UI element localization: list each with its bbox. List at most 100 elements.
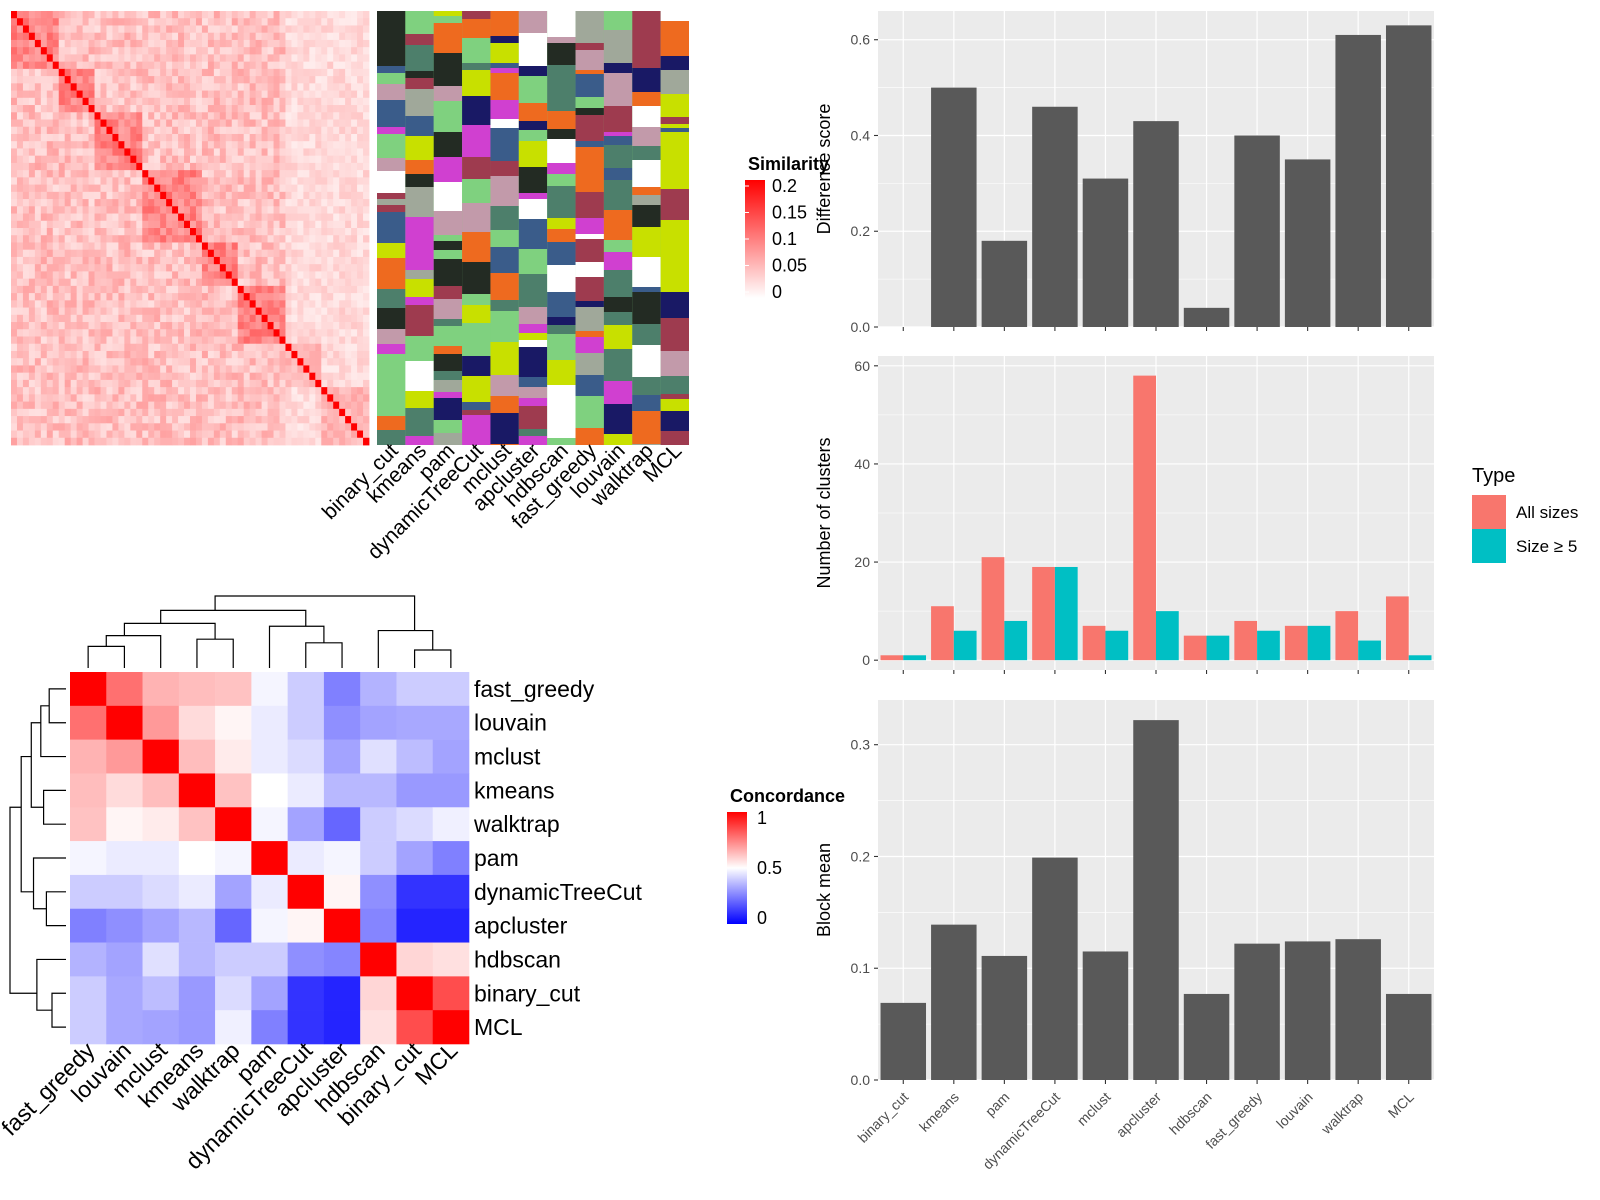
similarity-cell — [201, 25, 209, 34]
similarity-cell — [172, 365, 179, 374]
concordance-row-label: dynamicTreeCut — [474, 879, 642, 905]
similarity-cell — [190, 430, 197, 439]
similarity-cell — [333, 423, 340, 431]
similarity-cell — [11, 90, 18, 99]
similarity-cell — [124, 18, 131, 26]
membership-segment — [490, 247, 519, 273]
similarity-cell — [52, 213, 60, 222]
similarity-cell — [22, 199, 30, 207]
similarity-cell — [201, 133, 209, 142]
similarity-cell — [297, 76, 304, 84]
similarity-cell — [351, 387, 358, 395]
similarity-cell — [11, 249, 18, 258]
similarity-cell — [22, 90, 30, 99]
similarity-cell — [22, 54, 30, 63]
similarity-cell — [136, 437, 143, 446]
similarity-cell — [201, 314, 209, 323]
similarity-cell — [190, 358, 197, 366]
similarity-cell — [285, 300, 292, 308]
similarity-cell — [184, 387, 191, 395]
similarity-cell — [321, 148, 328, 157]
similarity-cell — [303, 148, 310, 157]
similarity-cell — [291, 141, 298, 149]
similarity-cell — [28, 249, 36, 258]
similarity-cell — [255, 141, 262, 149]
similarity-cell — [28, 343, 36, 352]
similarity-cell — [52, 18, 60, 26]
similarity-cell — [34, 350, 42, 359]
similarity-cell — [285, 249, 292, 258]
similarity-cell — [315, 307, 322, 316]
similarity-cell — [267, 155, 274, 164]
similarity-cell — [357, 423, 364, 431]
similarity-cell — [64, 430, 72, 439]
similarity-cell — [34, 141, 42, 149]
similarity-cell — [94, 112, 101, 120]
similarity-cell — [213, 437, 221, 446]
similarity-cell — [303, 242, 310, 251]
similarity-cell — [357, 119, 364, 128]
membership-segment — [632, 146, 661, 160]
similarity-cell — [136, 112, 143, 120]
similarity-cell — [273, 278, 280, 287]
similarity-cell — [166, 32, 173, 41]
similarity-cell — [88, 401, 95, 410]
similarity-cell — [315, 336, 322, 345]
similarity-cell — [291, 11, 298, 19]
membership-segment — [632, 42, 661, 68]
similarity-cell — [309, 112, 316, 120]
similarity-cell — [195, 11, 203, 19]
similarity-cell — [249, 278, 257, 287]
similarity-cell — [285, 105, 292, 113]
similarity-cell — [201, 437, 209, 446]
similarity-cell — [64, 256, 72, 265]
concordance-cell — [106, 807, 143, 842]
similarity-cell — [279, 199, 286, 207]
similarity-cell — [76, 39, 83, 48]
similarity-cell — [357, 39, 364, 48]
similarity-cell — [112, 358, 119, 366]
similarity-cell — [28, 271, 36, 280]
similarity-cell — [52, 430, 60, 439]
concordance-cell — [432, 773, 470, 808]
similarity-cell — [112, 11, 119, 19]
similarity-cell — [142, 18, 149, 26]
similarity-cell — [231, 220, 239, 229]
similarity-cell — [237, 293, 245, 301]
similarity-cell — [16, 177, 24, 185]
similarity-cell — [52, 148, 60, 157]
concordance-cell — [287, 807, 325, 842]
similarity-cell — [166, 271, 173, 280]
similarity-cell — [106, 61, 113, 70]
similarity-cell — [124, 119, 131, 128]
similarity-cell — [357, 68, 364, 77]
similarity-cell — [172, 372, 179, 381]
similarity-cell — [58, 213, 66, 222]
similarity-cell — [76, 430, 83, 439]
similarity-cell — [106, 437, 113, 446]
similarity-cell — [309, 322, 316, 330]
similarity-cell — [190, 401, 197, 410]
similarity-cell — [315, 39, 322, 48]
similarity-cell — [130, 133, 137, 142]
similarity-cell — [106, 155, 113, 164]
bar-all-sizes — [1335, 611, 1359, 661]
similarity-cell — [40, 32, 48, 41]
similarity-cell — [225, 170, 233, 178]
similarity-cell — [219, 394, 227, 402]
similarity-cell — [201, 162, 209, 171]
membership-segment — [490, 36, 519, 43]
concordance-cell — [178, 908, 216, 943]
similarity-cell — [327, 61, 334, 70]
similarity-cell — [207, 47, 215, 55]
similarity-cell — [124, 126, 131, 135]
similarity-cell — [124, 314, 131, 323]
similarity-cell — [339, 365, 346, 374]
similarity-cell — [195, 213, 203, 222]
similarity-cell — [11, 307, 18, 316]
similarity-cell — [297, 25, 304, 34]
membership-segment — [547, 111, 576, 129]
similarity-cell — [351, 307, 358, 316]
similarity-cell — [76, 68, 83, 77]
